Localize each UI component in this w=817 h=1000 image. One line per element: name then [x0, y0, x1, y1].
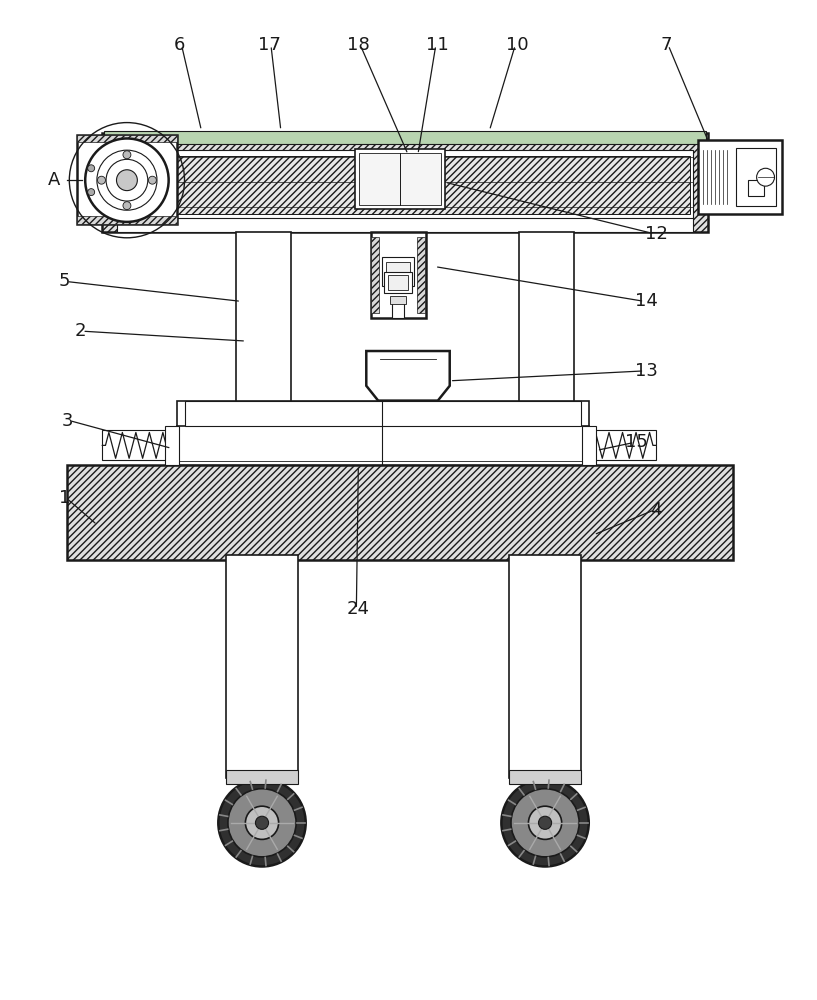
Text: 5: 5 [59, 272, 70, 290]
Bar [392, 298, 404, 318]
Bar [382, 257, 414, 286]
Circle shape [502, 779, 589, 866]
Circle shape [123, 151, 131, 159]
Bar [391, 296, 406, 304]
Bar [509, 555, 581, 778]
Text: 1: 1 [59, 489, 70, 507]
Bar [67, 465, 733, 560]
Bar [226, 555, 297, 778]
Bar [165, 426, 179, 465]
Circle shape [85, 138, 168, 222]
Bar [417, 237, 425, 313]
Bar [520, 232, 574, 460]
Bar [104, 131, 706, 144]
Bar [748, 180, 764, 196]
Circle shape [123, 202, 131, 210]
Text: 4: 4 [650, 501, 662, 519]
Bar [102, 133, 708, 232]
Bar [698, 140, 783, 214]
Circle shape [228, 789, 296, 857]
Circle shape [757, 168, 775, 186]
Bar [78, 135, 176, 224]
Polygon shape [378, 401, 438, 435]
Bar [355, 149, 444, 209]
Bar [78, 216, 176, 224]
Bar [386, 262, 410, 281]
Bar [509, 770, 581, 784]
Circle shape [218, 779, 306, 866]
Bar [117, 150, 693, 220]
Text: A: A [48, 171, 60, 189]
Text: 2: 2 [74, 322, 86, 340]
Text: 11: 11 [426, 36, 449, 54]
Text: 12: 12 [645, 225, 667, 243]
Text: 13: 13 [635, 362, 658, 380]
Polygon shape [396, 435, 420, 455]
Text: 14: 14 [635, 292, 658, 310]
Circle shape [538, 816, 551, 829]
Bar [589, 430, 656, 460]
Polygon shape [366, 351, 449, 401]
Bar [176, 401, 589, 465]
Text: 6: 6 [174, 36, 185, 54]
Text: 10: 10 [506, 36, 529, 54]
Bar [226, 770, 297, 784]
Text: 7: 7 [660, 36, 672, 54]
Bar [185, 401, 581, 426]
Bar [359, 153, 441, 205]
Circle shape [87, 189, 95, 196]
Circle shape [511, 789, 579, 857]
Bar [102, 430, 170, 460]
Text: 3: 3 [61, 412, 73, 430]
Bar [78, 135, 176, 142]
Circle shape [97, 176, 105, 184]
Circle shape [256, 816, 269, 829]
Bar [736, 148, 776, 206]
Circle shape [529, 806, 561, 839]
Bar [371, 237, 379, 313]
Bar [176, 426, 589, 465]
Bar [371, 232, 426, 318]
Bar [582, 426, 596, 465]
Bar [117, 218, 693, 232]
Circle shape [149, 176, 156, 184]
Text: 24: 24 [347, 600, 370, 618]
Text: 18: 18 [347, 36, 370, 54]
Bar [120, 156, 690, 214]
Text: 15: 15 [625, 433, 648, 451]
Circle shape [117, 170, 137, 191]
Bar [388, 275, 408, 290]
Bar [236, 232, 291, 460]
Bar [384, 272, 412, 293]
Text: 17: 17 [257, 36, 280, 54]
Circle shape [87, 165, 95, 172]
Circle shape [245, 806, 279, 839]
